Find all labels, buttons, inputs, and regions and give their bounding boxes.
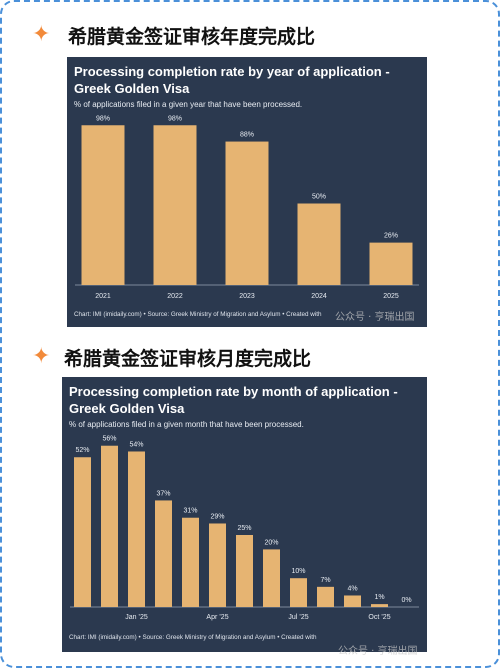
chart-title: Processing completion rate by year of ap… <box>74 64 390 96</box>
x-tick-label: Jul ’25 <box>288 614 308 621</box>
bar <box>317 586 334 607</box>
bar <box>236 535 253 607</box>
x-tick-label: 2023 <box>239 293 255 300</box>
value-label: 26% <box>384 233 398 240</box>
x-tick-label: 2025 <box>383 293 399 300</box>
chart-title: Processing completion rate by month of a… <box>69 384 398 416</box>
bar <box>155 500 172 607</box>
heading: 希腊黄金签证审核年度完成比 <box>68 26 316 48</box>
x-tick-label: Apr ’25 <box>206 614 228 621</box>
bar <box>369 242 413 285</box>
bar <box>225 141 269 285</box>
watermark: 公众号 · 亨瑞出国 <box>335 312 415 323</box>
x-tick-label: Oct ’25 <box>368 614 390 621</box>
x-tick-label: 2024 <box>311 293 327 300</box>
x-tick-label: 2022 <box>167 293 183 300</box>
bar <box>290 578 307 607</box>
value-label: 50% <box>312 194 326 201</box>
plot: 98% 2021 98% 2022 88% 2023 50% 2024 26% 2025 <box>75 115 419 300</box>
bar <box>153 125 197 285</box>
bar <box>263 549 280 607</box>
chart-subtitle: % of applications filed in a given year … <box>74 100 303 109</box>
bar <box>128 451 145 607</box>
plot: 52% 56% 54% Jan ’25 37% 31% 29% Apr ’25 25% 20% 10… <box>70 436 419 621</box>
heading: 希腊黄金签证审核月度完成比 <box>64 348 312 370</box>
x-tick-label: Jan ’25 <box>125 614 148 621</box>
value-label: 29% <box>210 513 224 520</box>
bar <box>74 457 91 607</box>
bar <box>182 517 199 607</box>
value-label: 56% <box>102 436 116 443</box>
chart-panel: 52% 56% 54% Jan ’25 37% 31% 29% Apr ’25 25% 20% 10… <box>62 377 427 652</box>
star-icon: ✦ <box>32 343 51 368</box>
chart-panel: 98% 2021 98% 2022 88% 2023 50% 2024 26% 2025 Proc… <box>67 57 427 327</box>
bar <box>344 595 361 607</box>
chart-source: Chart: IMI (imidaily.com) • Source: Gree… <box>74 311 322 318</box>
star-icon: ✦ <box>32 21 51 46</box>
value-label: 98% <box>168 115 182 122</box>
value-label: 98% <box>96 115 110 122</box>
bar <box>101 445 118 607</box>
chart-source: Chart: IMI (imidaily.com) • Source: Gree… <box>69 634 317 641</box>
bar <box>297 203 341 285</box>
value-label: 20% <box>264 539 278 546</box>
value-label: 37% <box>156 490 170 497</box>
value-label: 7% <box>320 577 330 584</box>
value-label: 0% <box>401 597 411 604</box>
value-label: 52% <box>75 447 89 454</box>
value-label: 25% <box>237 525 251 532</box>
value-label: 1% <box>374 594 384 601</box>
bar <box>209 523 226 607</box>
value-label: 88% <box>240 132 254 139</box>
value-label: 4% <box>347 585 357 592</box>
watermark: 公众号 · 亨瑞出国 <box>338 646 418 657</box>
value-label: 31% <box>183 508 197 515</box>
bar <box>371 604 388 607</box>
chart-subtitle: % of applications filed in a given month… <box>69 420 304 429</box>
value-label: 54% <box>129 441 143 448</box>
x-tick-label: 2021 <box>95 293 111 300</box>
value-label: 10% <box>291 568 305 575</box>
bar <box>81 125 125 285</box>
